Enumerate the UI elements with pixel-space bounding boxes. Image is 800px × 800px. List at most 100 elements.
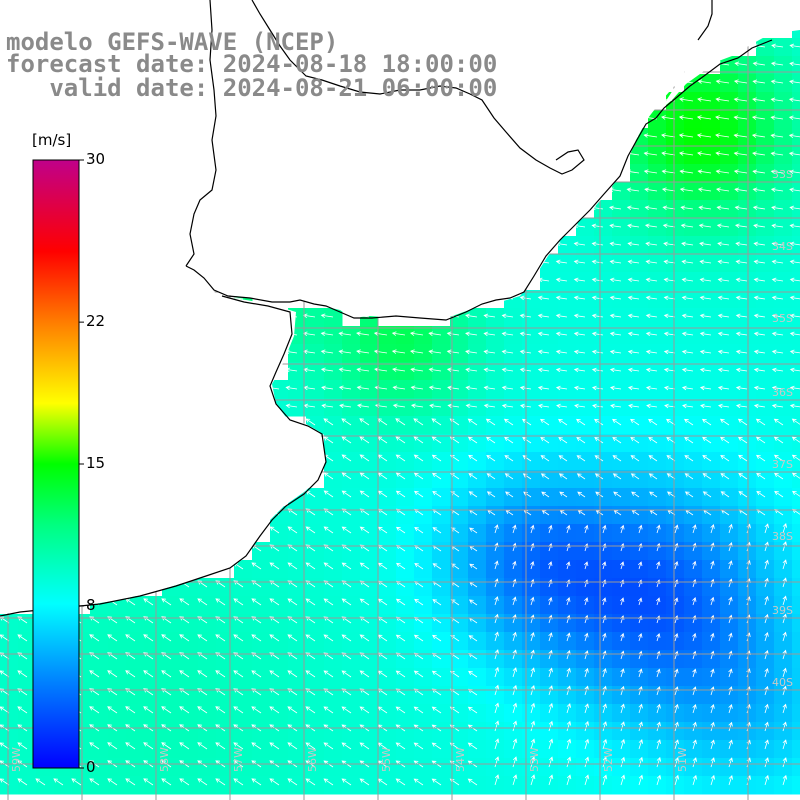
wind-cell [684,236,703,255]
wind-cell [738,362,757,381]
wind-cell [666,146,685,165]
wind-arrow [609,223,622,229]
wind-cell [504,560,523,579]
wind-cell [648,272,667,291]
wind-arrow [305,598,316,606]
wind-cell [558,542,577,561]
wind-cell [756,488,775,507]
wind-cell [504,722,523,741]
wind-arrow [656,774,662,786]
wind-arrow [450,599,460,606]
wind-cell [342,542,361,561]
wind-cell [702,146,721,165]
wind-arrow [782,739,787,750]
wind-cell [612,434,631,453]
wind-arrow [125,706,136,714]
wind-cell [630,344,649,363]
wind-cell [684,470,703,489]
wind-cell [306,506,325,525]
wind-cell [396,470,415,489]
wind-arrow [392,367,406,372]
wind-arrow [752,205,766,211]
wind-arrow [395,670,406,678]
wind-cell [360,488,379,507]
land-argentina [0,270,326,614]
wind-cell [414,326,433,345]
wind-arrow [269,706,280,714]
wind-cell [288,398,307,417]
wind-cell [486,380,505,399]
wind-cell [378,704,397,723]
wind-cell [252,758,271,777]
wind-cell [270,524,289,543]
wind-cell [432,560,451,579]
wind-cell [756,182,775,201]
wind-cell [72,776,91,795]
wind-arrow [764,523,769,534]
wind-cell [126,686,145,705]
wind-arrow [468,635,478,642]
wind-cell [612,182,631,201]
wind-arrow [447,403,460,409]
wind-arrow [413,472,424,480]
wind-cell [342,326,361,345]
wind-cell [648,236,667,255]
wind-arrow [697,151,712,156]
wind-cell [540,416,559,435]
wind-arrow [789,187,800,193]
wind-arrow [674,560,679,570]
wind-cell [288,758,307,777]
wind-cell [702,578,721,597]
wind-arrow [356,349,370,354]
wind-cell [648,758,667,777]
wind-cell [252,650,271,669]
wind-cell [756,524,775,543]
wind-arrow [753,241,766,247]
wind-cell [792,416,800,435]
wind-arrow [269,562,280,570]
wind-cell [756,722,775,741]
wind-arrow [591,259,604,265]
wind-cell [756,290,775,309]
wind-arrow [627,277,640,283]
wind-cell [648,578,667,597]
wind-arrow [305,418,316,426]
wind-arrow [710,560,715,570]
wind-arrow [537,331,550,337]
wind-arrow [233,706,244,714]
wind-cell [324,434,343,453]
wind-arrow [715,79,730,84]
wind-arrow [179,670,190,678]
wind-cell [558,632,577,651]
wind-cell [720,758,739,777]
wind-cell [594,722,613,741]
wind-cell [594,686,613,705]
wind-cell [612,200,631,219]
wind-arrow [566,524,571,534]
wind-arrow [584,703,589,714]
wind-cell [540,524,559,543]
wind-cell [720,470,739,489]
longitude-label: 55W [380,747,393,772]
wind-cell [630,578,649,597]
wind-arrow [735,241,748,247]
wind-cell [774,236,793,255]
wind-cell [756,236,775,255]
wind-arrow [356,403,370,409]
wind-cell [198,776,217,795]
wind-arrow [735,313,748,319]
wind-cell [792,488,800,507]
wind-cell [324,668,343,687]
wind-arrow [413,454,424,462]
wind-arrow [645,349,658,355]
wind-cell [648,668,667,687]
wind-cell [594,254,613,273]
wind-cell [666,470,685,489]
wind-arrow [735,295,748,301]
wind-cell [270,776,289,795]
wind-arrow [752,151,766,156]
wind-cell [90,614,109,633]
wind-cell [468,470,487,489]
wind-cell [720,578,739,597]
wind-arrow [395,778,406,786]
